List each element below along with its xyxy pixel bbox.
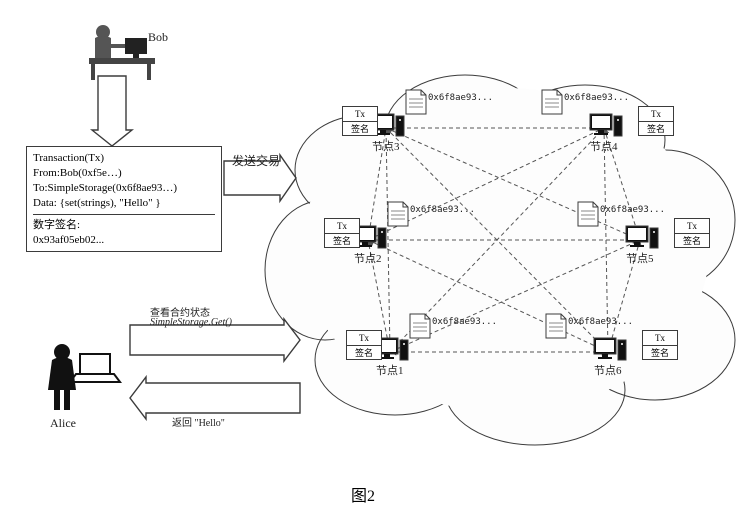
mini-tx: Tx (675, 219, 709, 234)
mini-tx: Tx (343, 107, 377, 122)
transaction-box-bottom: 数字签名:0x93af05eb02... (33, 214, 215, 248)
mini-sig: 签名 (639, 122, 673, 136)
alice-label: Alice (50, 416, 76, 431)
mini-tx: Tx (347, 331, 381, 346)
node-label: 节点3 (372, 140, 400, 153)
send-tx-label: 发送交易 (232, 152, 280, 169)
return-label: 返回 "Hello" (172, 414, 225, 429)
mini-sig: 签名 (643, 346, 677, 360)
node-txsig-box: Tx签名 (324, 218, 360, 248)
arrow-return (130, 377, 300, 419)
node-label: 节点4 (590, 140, 618, 153)
node-txsig-box: Tx签名 (674, 218, 710, 248)
node-label: 节点2 (354, 252, 382, 265)
node-hash: 0x6f8ae93... (432, 317, 497, 327)
node-hash: 0x6f8ae93... (568, 317, 633, 327)
bob-label: Bob (148, 30, 168, 45)
mini-sig: 签名 (675, 234, 709, 248)
node-txsig-box: Tx签名 (638, 106, 674, 136)
mini-sig: 签名 (347, 346, 381, 360)
node-label: 节点1 (376, 364, 404, 377)
mini-sig: 签名 (343, 122, 377, 136)
node-hash: 0x6f8ae93... (564, 93, 629, 103)
bob-icon (89, 25, 155, 80)
alice-icon (48, 344, 120, 410)
node-hash: 0x6f8ae93... (410, 205, 475, 215)
mini-sig: 签名 (325, 234, 359, 248)
node-hash: 0x6f8ae93... (428, 93, 493, 103)
node-txsig-box: Tx签名 (346, 330, 382, 360)
node-txsig-box: Tx签名 (342, 106, 378, 136)
query-label-2: SimpleStorage.Get() (150, 317, 232, 328)
node-label: 节点6 (594, 364, 622, 377)
mini-tx: Tx (639, 107, 673, 122)
figure-caption: 图2 (351, 482, 375, 506)
transaction-box: Transaction(Tx)From:Bob(0xf5e…)To:Simple… (26, 146, 222, 252)
mini-tx: Tx (643, 331, 677, 346)
node-txsig-box: Tx签名 (642, 330, 678, 360)
node-hash: 0x6f8ae93... (600, 205, 665, 215)
arrow-bob-to-box (92, 76, 132, 146)
transaction-box-top: Transaction(Tx)From:Bob(0xf5e…)To:Simple… (33, 151, 215, 210)
node-label: 节点5 (626, 252, 654, 265)
mini-tx: Tx (325, 219, 359, 234)
